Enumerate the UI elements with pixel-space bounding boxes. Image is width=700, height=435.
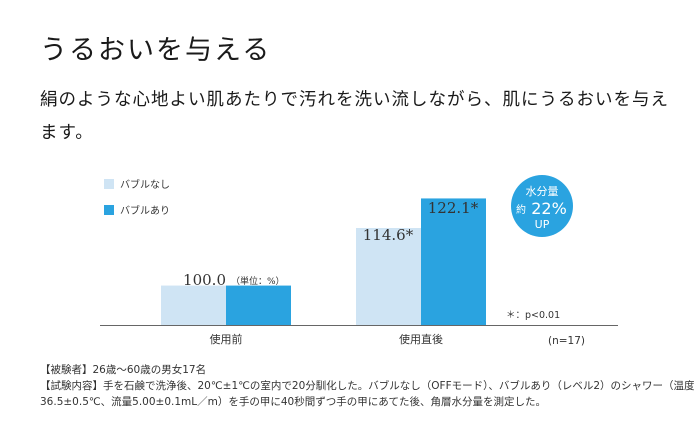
data-label-after-bubble: 122.1* — [428, 199, 479, 217]
legend-swatch-bubble — [104, 205, 114, 215]
legend-label-no-bubble: バブルなし — [120, 178, 170, 191]
page-title: うるおいを与える — [40, 35, 272, 66]
test-note-line2: 36.5±0.5℃、流量5.00±0.1mL／m）を手の甲に40秒間ずつ手の甲に… — [40, 396, 546, 408]
legend-label-bubble: バブルあり — [120, 204, 170, 217]
badge-line3: UP — [535, 218, 550, 231]
badge-value: 22% — [531, 199, 567, 218]
significance-note: ＊：p<0.01 — [506, 310, 560, 321]
x-tick-label-after: 使用直後 — [399, 332, 443, 346]
unit-note: （単位：%） — [231, 275, 285, 287]
badge-prefix: 約 — [516, 203, 526, 216]
sample-size-note: (n=17) — [548, 335, 585, 347]
subjects-note: 【被験者】26歳～60歳の男女17名 — [40, 364, 207, 376]
bar-before-bubble — [226, 285, 291, 325]
moisture-chart: バブルなし バブルあり 100.0 （単位：%） 114.6* 122.1* 使… — [100, 175, 618, 347]
bar-before-no-bubble — [161, 285, 226, 325]
moisture-up-badge — [511, 175, 573, 237]
bar-after-no-bubble — [356, 228, 421, 325]
legend-swatch-no-bubble — [104, 179, 114, 189]
data-label-after-no-bubble: 114.6* — [363, 226, 414, 244]
bar-after-bubble — [421, 198, 486, 325]
badge-line1: 水分量 — [526, 185, 559, 198]
test-note-line1: 【試験内容】手を石鹸で洗浄後、20℃±1℃の室内で20分馴化した。バブルなし（O… — [40, 380, 695, 392]
lead-text: 絹のような心地よい肌あたりで汚れを洗い流しながら、肌にうるおいを与えます。 — [40, 90, 669, 143]
x-tick-label-before: 使用前 — [210, 332, 243, 346]
data-label-before: 100.0 — [183, 271, 226, 289]
